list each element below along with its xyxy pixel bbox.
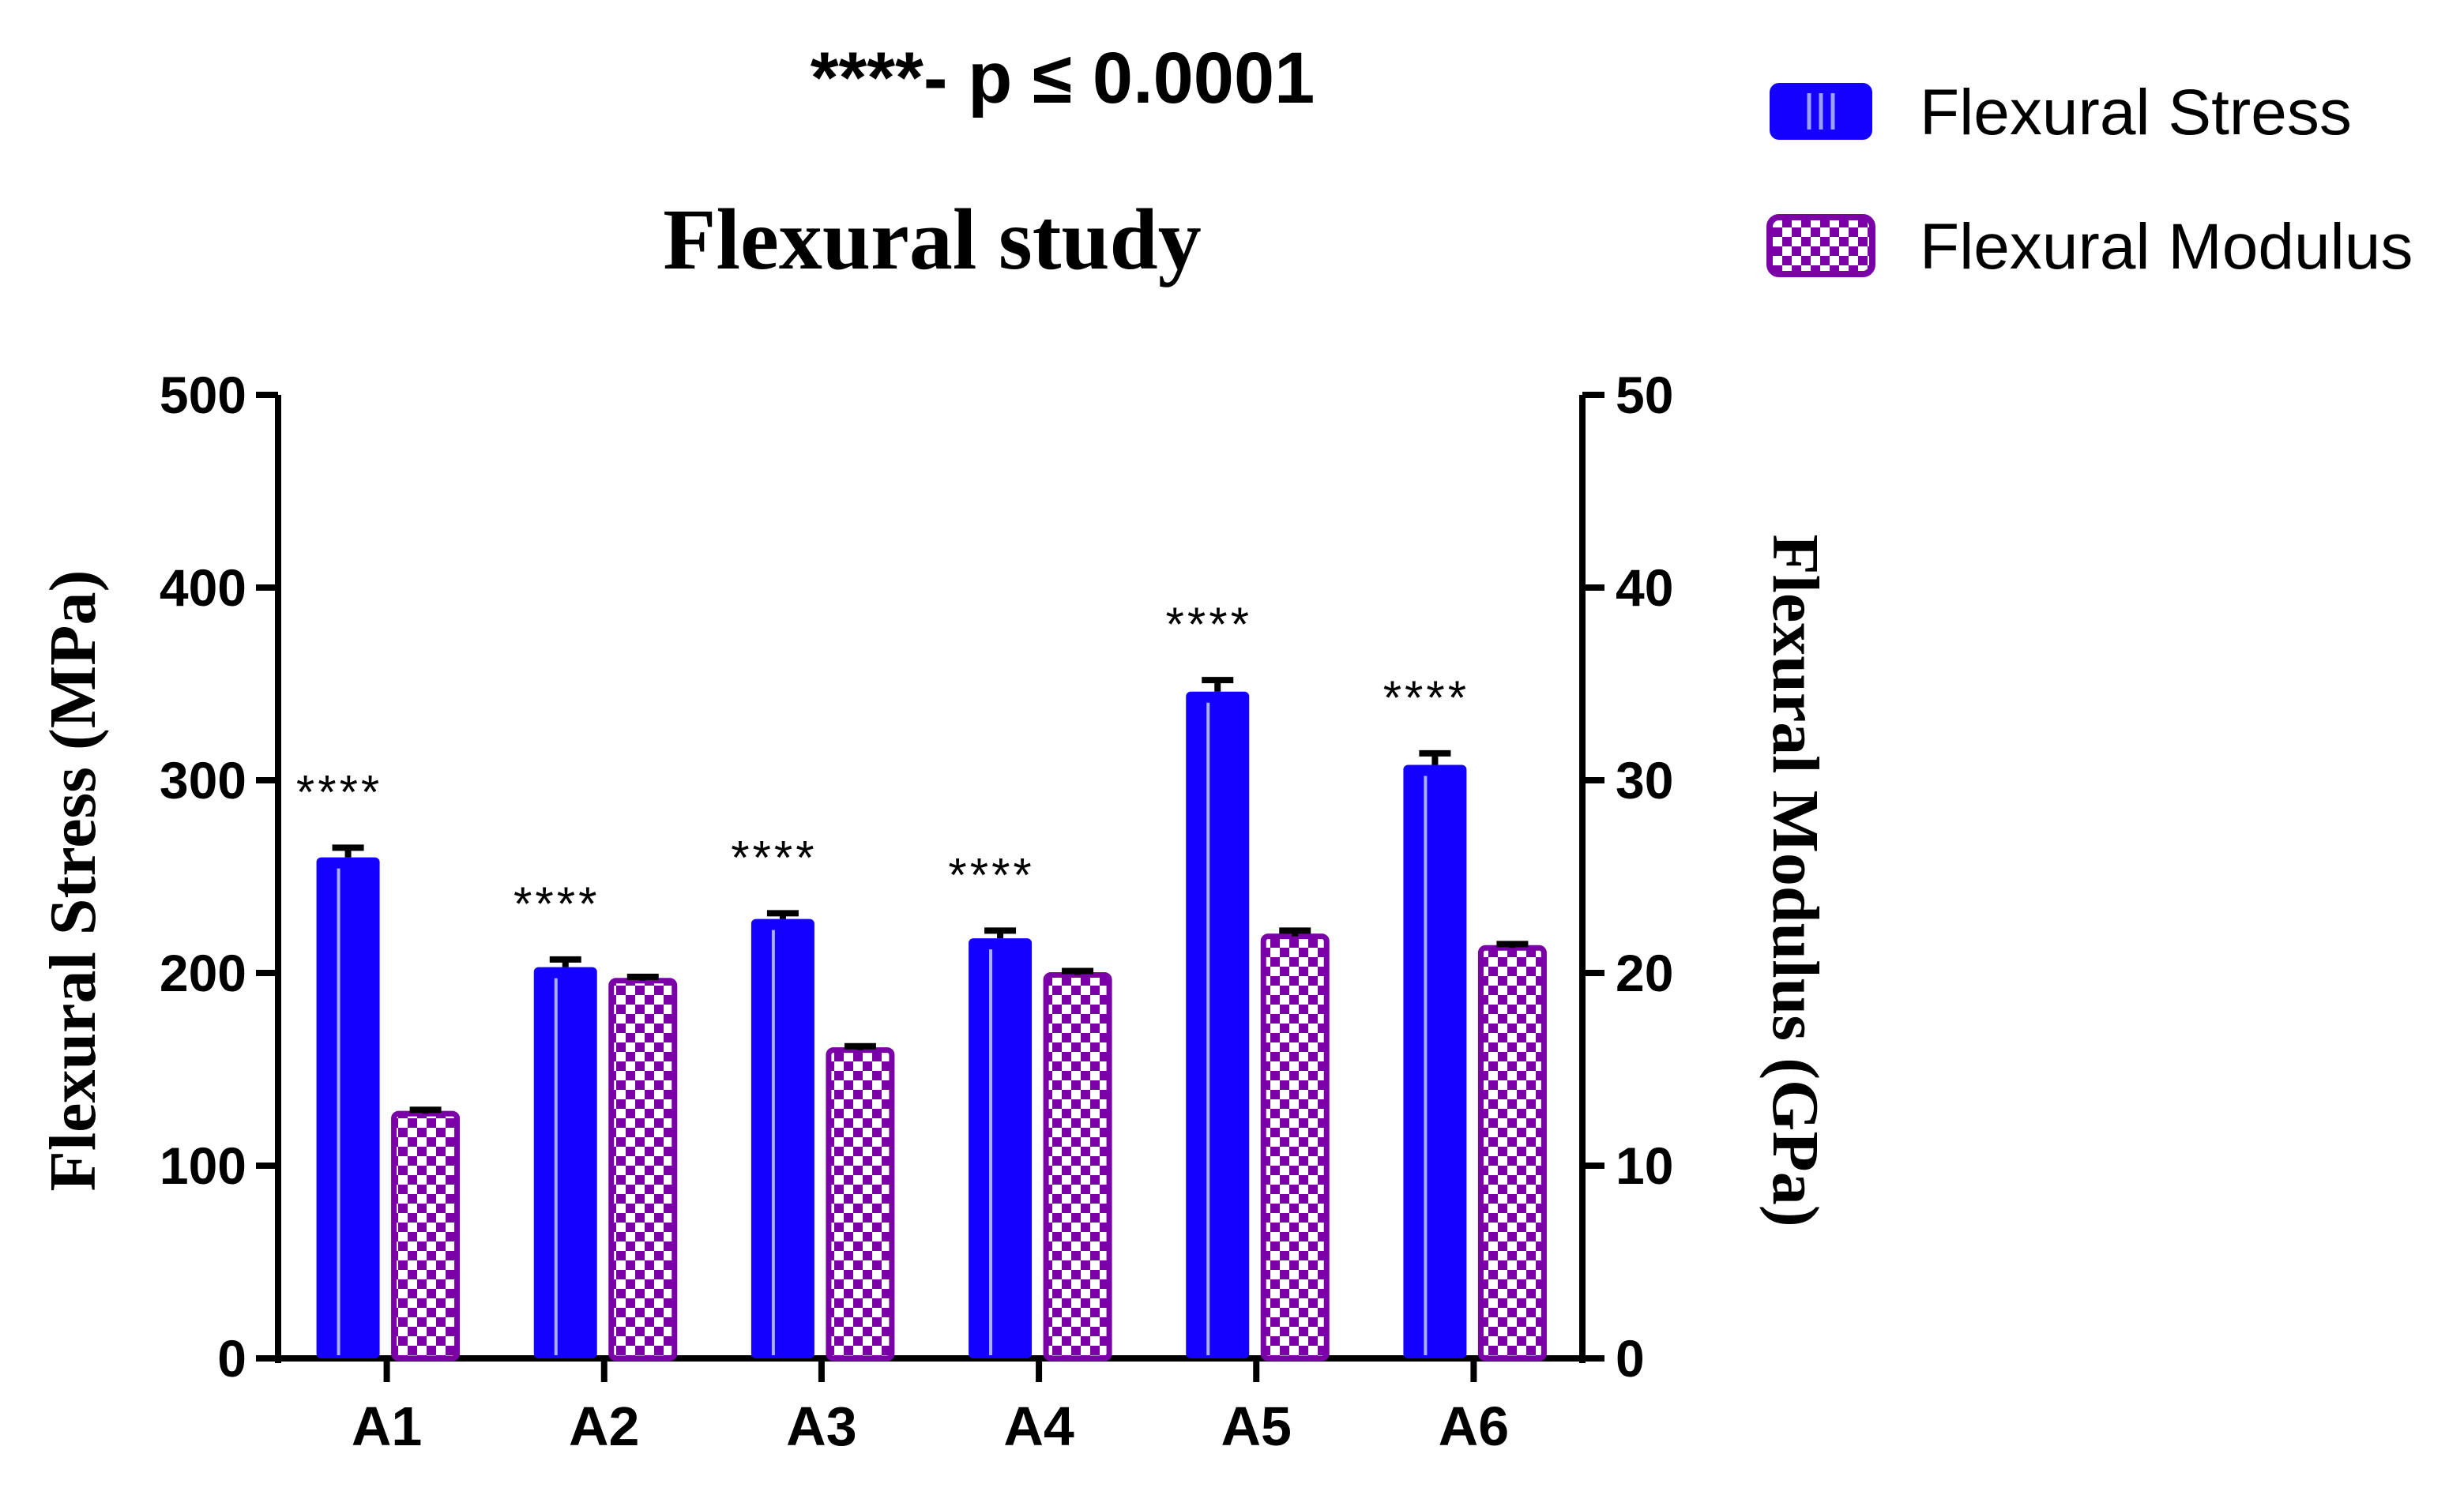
y-left-tick-label: 100 (160, 1136, 246, 1195)
y-left-tick-label: 0 (217, 1329, 246, 1388)
x-tick-label: A6 (1439, 1395, 1509, 1457)
labels: 0 100 200 300 400 500 0 10 20 30 40 50 A1 **** A2 **** A… (160, 366, 1674, 1457)
legend-label-modulus: Flexural Modulus (1920, 211, 2413, 283)
bar-stress (316, 857, 380, 1358)
bar-modulus (826, 1047, 895, 1362)
bar-modulus (1043, 971, 1112, 1362)
bar-modulus (391, 1110, 461, 1362)
significance-note: ****- p ≤ 0.0001 (811, 38, 1315, 118)
axes (256, 392, 1604, 1382)
y-right-tick-label: 40 (1616, 558, 1673, 617)
y-left-tick-label: 300 (160, 751, 246, 809)
bar-stress (1186, 691, 1250, 1358)
y-left-tick-label: 500 (160, 366, 246, 424)
y-right-tick-label: 30 (1616, 751, 1673, 809)
y-left-tick-label: 400 (160, 558, 246, 617)
x-tick-label: A4 (1003, 1395, 1074, 1457)
legend-label-stress: Flexural Stress (1920, 77, 2352, 148)
bar-stress (533, 967, 597, 1358)
legend: Flexural Stress Flexural Modulus (1766, 77, 2413, 283)
y-right-tick-label: 50 (1616, 366, 1673, 424)
y-right-axis-title: Flexural Modulus (GPa) (1759, 534, 1832, 1226)
significance-label: **** (296, 765, 382, 818)
x-tick-label: A3 (786, 1395, 856, 1457)
y-left-axis-title: Flexural Stress (MPa) (36, 570, 110, 1192)
significance-label: **** (513, 877, 600, 930)
bar-stress (750, 918, 814, 1358)
legend-swatch-modulus (1766, 214, 1875, 277)
bar-modulus (1260, 933, 1330, 1362)
x-tick-label: A2 (569, 1395, 639, 1457)
y-right-tick-label: 10 (1616, 1136, 1673, 1195)
bar-modulus (1477, 945, 1547, 1362)
significance-label: **** (731, 831, 817, 884)
bar-modulus (608, 978, 678, 1362)
bar-stress (969, 938, 1033, 1358)
y-left-tick-label: 200 (160, 944, 246, 1002)
x-tick-label: A1 (352, 1395, 422, 1457)
y-right-tick-label: 0 (1616, 1329, 1645, 1388)
bars (316, 677, 1547, 1362)
legend-item-modulus: Flexural Modulus (1766, 211, 2413, 283)
y-right-tick-label: 20 (1616, 944, 1673, 1002)
significance-label: **** (1166, 598, 1252, 651)
chart-title: Flexural study (663, 191, 1201, 287)
x-tick-label: A5 (1221, 1395, 1292, 1457)
significance-label: **** (1383, 671, 1469, 724)
legend-item-stress: Flexural Stress (1770, 77, 2352, 148)
significance-label: **** (948, 848, 1034, 901)
bar-stress (1403, 764, 1467, 1358)
